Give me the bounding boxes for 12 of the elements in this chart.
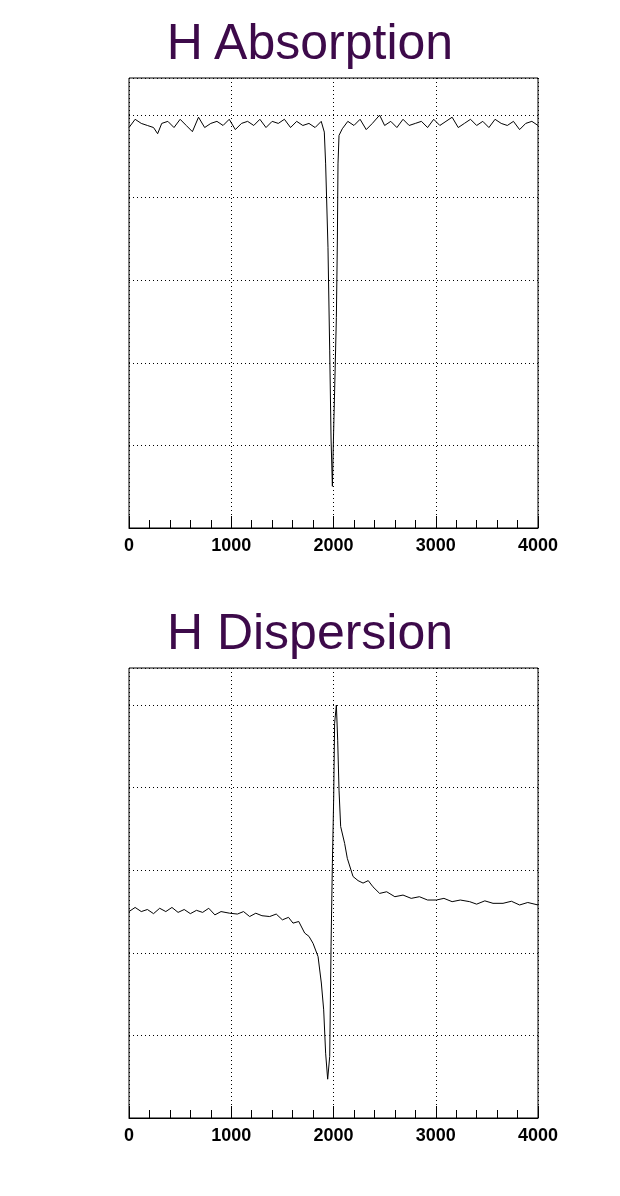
x-tick-label: 2000: [313, 535, 354, 555]
x-tick-label: 2000: [313, 1125, 354, 1145]
chart-title: H Absorption: [166, 14, 454, 70]
x-tick-label: 1000: [211, 535, 252, 555]
x-tick-label: 4000: [517, 1125, 559, 1145]
x-tick-label: 3000: [415, 1125, 456, 1145]
chart-title: H Dispersion: [166, 604, 454, 660]
x-tick-label: 4000: [517, 535, 559, 555]
x-tick-label: 1000: [211, 1125, 252, 1145]
x-tick-label: 3000: [415, 535, 456, 555]
x-tick-label: 0: [123, 535, 135, 555]
x-tick-label: 0: [123, 1125, 135, 1145]
